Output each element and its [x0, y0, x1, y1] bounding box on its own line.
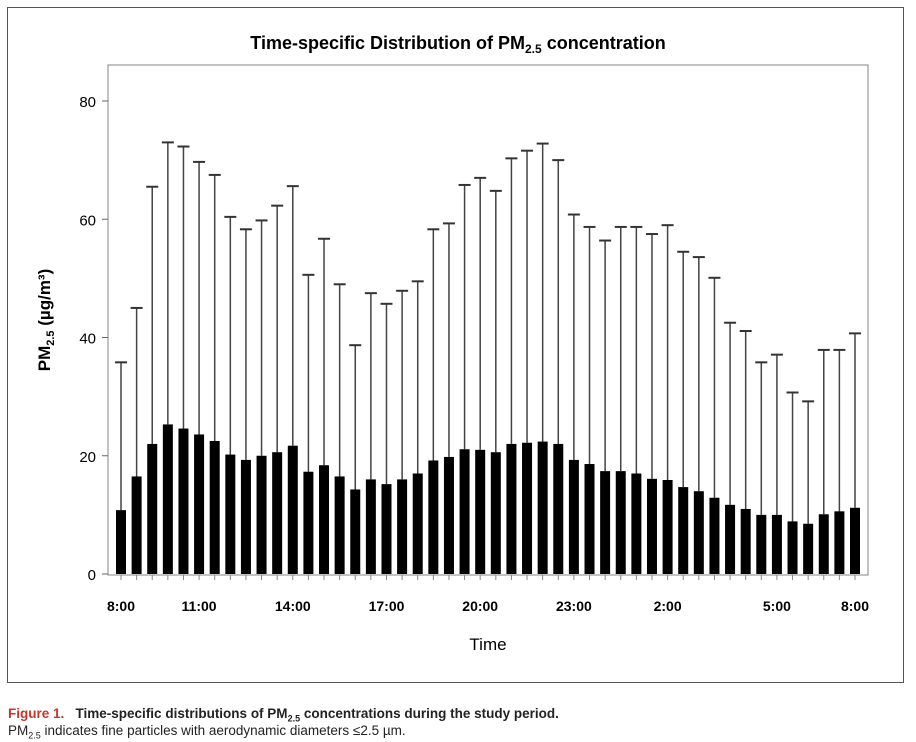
bar — [662, 479, 673, 574]
bar — [334, 476, 345, 574]
bar — [850, 507, 860, 574]
bar — [490, 452, 501, 574]
bar — [162, 424, 173, 574]
chart-title: Time-specific Distribution of PM2.5 conc… — [250, 33, 665, 56]
bar — [194, 434, 205, 574]
y-tick-label: 20 — [79, 449, 96, 466]
bar — [225, 454, 236, 574]
bar — [443, 456, 454, 574]
bar — [834, 511, 845, 574]
bar — [303, 471, 314, 574]
bar — [116, 510, 126, 574]
bar — [740, 508, 751, 574]
bar — [209, 440, 220, 574]
bar — [506, 443, 517, 574]
bar — [365, 479, 376, 574]
bar — [568, 459, 579, 574]
bar — [412, 473, 423, 574]
y-tick-label: 40 — [79, 331, 96, 348]
bar — [553, 443, 564, 574]
bar — [131, 476, 142, 574]
x-tick-label: 23:00 — [556, 598, 592, 614]
x-tick-label: 8:00 — [841, 598, 869, 614]
bar — [381, 484, 392, 574]
figure-frame — [7, 7, 904, 683]
bar — [350, 489, 361, 574]
bar — [537, 441, 548, 574]
bar — [256, 455, 267, 574]
bar — [428, 460, 439, 574]
x-tick-label: 17:00 — [369, 598, 405, 614]
bar — [693, 491, 704, 574]
bar — [240, 459, 251, 574]
bar — [459, 449, 470, 574]
x-tick-label: 14:00 — [275, 598, 311, 614]
y-axis-label: PM2.5 (µg/m³) — [35, 269, 57, 372]
bar — [678, 487, 689, 574]
bar — [475, 449, 486, 574]
bar — [600, 471, 611, 574]
bar — [646, 478, 657, 574]
caption-title: Figure 1. Time-specific distributions of… — [8, 706, 559, 724]
x-tick-label: 5:00 — [763, 598, 791, 614]
bar — [631, 473, 642, 574]
x-tick-label: 2:00 — [654, 598, 682, 614]
bar — [771, 514, 782, 574]
y-tick-label: 0 — [88, 567, 96, 584]
bar — [522, 442, 533, 574]
caption-note: PM2.5 indicates fine particles with aero… — [8, 723, 406, 741]
bar-chart: Time-specific Distribution of PM2.5 conc… — [35, 33, 869, 654]
bar — [272, 452, 283, 574]
y-tick-label: 60 — [79, 212, 96, 229]
bar — [787, 521, 798, 574]
bar — [287, 445, 298, 574]
bar — [756, 514, 767, 574]
bar — [147, 443, 158, 574]
bar — [397, 479, 408, 574]
x-tick-label: 20:00 — [462, 598, 498, 614]
y-tick-label: 80 — [79, 94, 96, 111]
x-axis-label: Time — [469, 635, 506, 654]
bar — [818, 514, 829, 574]
bar — [803, 523, 814, 574]
bar — [319, 465, 330, 574]
x-tick-label: 11:00 — [182, 598, 217, 614]
bar — [725, 504, 736, 574]
bar — [709, 497, 720, 574]
bar — [615, 471, 626, 574]
x-tick-label: 8:00 — [107, 598, 135, 614]
plot-area — [107, 64, 869, 576]
bar — [584, 464, 595, 574]
bar — [178, 428, 189, 574]
